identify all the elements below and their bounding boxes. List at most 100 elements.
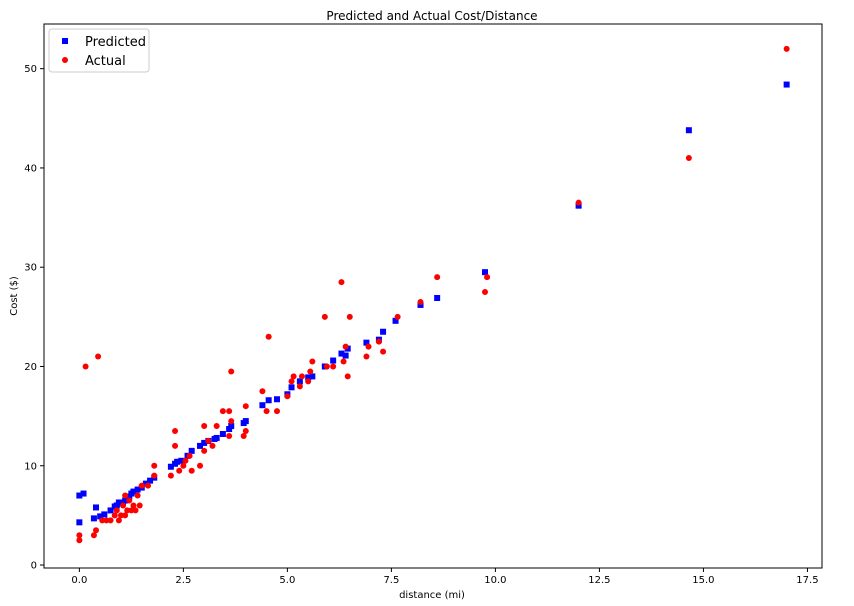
actual-point <box>375 338 382 345</box>
x-axis-label: distance (mi) <box>399 590 465 601</box>
actual-point <box>228 368 235 375</box>
actual-point <box>201 447 208 454</box>
actual-point <box>151 462 158 469</box>
actual-point <box>134 492 141 499</box>
x-tick-label: 17.5 <box>796 575 818 586</box>
predicted-point <box>201 439 208 446</box>
predicted-point <box>219 430 226 437</box>
actual-point <box>263 408 270 415</box>
actual-point <box>103 517 110 524</box>
actual-point <box>99 517 106 524</box>
actual-point <box>90 532 97 539</box>
actual-point <box>167 472 174 479</box>
y-tick-label: 40 <box>24 163 37 174</box>
predicted-point <box>434 294 441 301</box>
predicted-point <box>273 396 280 403</box>
actual-point <box>76 532 83 539</box>
actual-point <box>151 472 158 479</box>
predicted-point <box>288 384 295 391</box>
actual-point <box>685 155 692 162</box>
predicted-point <box>296 378 303 385</box>
actual-point <box>182 457 189 464</box>
actual-point <box>575 199 582 206</box>
actual-point <box>273 408 280 415</box>
actual-point <box>111 512 118 519</box>
actual-point <box>259 388 266 395</box>
actual-point <box>305 378 312 385</box>
plot-frame <box>43 23 823 569</box>
actual-point <box>290 373 297 380</box>
chart-title: Predicted and Actual Cost/Distance <box>326 9 537 23</box>
actual-point <box>172 428 179 435</box>
predicted-point <box>147 477 154 484</box>
actual-point <box>298 373 305 380</box>
y-axis-label: Cost ($) <box>9 276 20 316</box>
actual-point <box>228 418 235 425</box>
actual-point <box>128 507 135 514</box>
actual-point <box>136 502 143 509</box>
actual-point <box>240 432 247 439</box>
predicted-point <box>80 490 87 497</box>
actual-point <box>346 313 353 320</box>
actual-point <box>213 423 220 430</box>
legend-box <box>48 28 150 73</box>
predicted-point <box>213 434 220 441</box>
actual-point <box>284 393 291 400</box>
actual-point <box>117 512 124 519</box>
actual-point <box>482 289 489 296</box>
y-tick-label: 50 <box>24 64 37 75</box>
actual-point <box>242 403 249 410</box>
predicted-point <box>197 442 204 449</box>
predicted-point <box>167 463 174 470</box>
actual-point <box>288 378 295 385</box>
actual-point <box>226 432 233 439</box>
actual-point <box>340 358 347 365</box>
actual-point <box>363 353 370 360</box>
actual-point <box>205 437 212 444</box>
predicted-point <box>392 317 399 324</box>
actual-point <box>107 517 114 524</box>
actual-point <box>197 462 204 469</box>
predicted-point <box>228 423 235 430</box>
actual-point <box>209 442 216 449</box>
x-tick-label: 15.0 <box>692 575 714 586</box>
actual-point <box>394 313 401 320</box>
predicted-point <box>342 352 349 359</box>
predicted-point <box>685 127 692 134</box>
predicted-point <box>305 374 312 381</box>
actual-point <box>95 353 102 360</box>
x-tick-label: 10.0 <box>484 575 506 586</box>
predicted-point <box>93 504 100 511</box>
actual-point <box>180 462 187 469</box>
actual-point <box>113 507 120 514</box>
actual-point <box>323 363 330 370</box>
actual-point <box>342 343 349 350</box>
actual-point <box>130 502 137 509</box>
actual-point <box>186 452 193 459</box>
actual-point <box>76 537 83 544</box>
predicted-point <box>76 492 83 499</box>
legend-marker-predicted <box>62 38 68 44</box>
predicted-point <box>90 515 97 522</box>
predicted-point <box>380 328 387 335</box>
predicted-point <box>97 513 104 520</box>
predicted-point <box>242 418 249 425</box>
predicted-point <box>101 511 108 518</box>
actual-point <box>120 502 127 509</box>
x-axis: 0.0 2.5 5.0 7.5 10.0 12.5 15.0 17.5 <box>71 568 819 586</box>
actual-point <box>242 428 249 435</box>
x-tick-label: 0.0 <box>71 575 87 586</box>
actual-point <box>309 358 316 365</box>
legend-marker-actual <box>62 57 68 63</box>
actual-point <box>176 467 183 474</box>
actual-point <box>226 408 233 415</box>
x-tick-label: 2.5 <box>175 575 191 586</box>
legend: Predicted Actual <box>48 28 150 73</box>
actual-point <box>330 363 337 370</box>
actual-point <box>338 279 345 286</box>
predicted-point <box>363 339 370 346</box>
y-tick-label: 0 <box>31 561 37 572</box>
x-tick-label: 7.5 <box>383 575 399 586</box>
actual-point <box>122 492 129 499</box>
